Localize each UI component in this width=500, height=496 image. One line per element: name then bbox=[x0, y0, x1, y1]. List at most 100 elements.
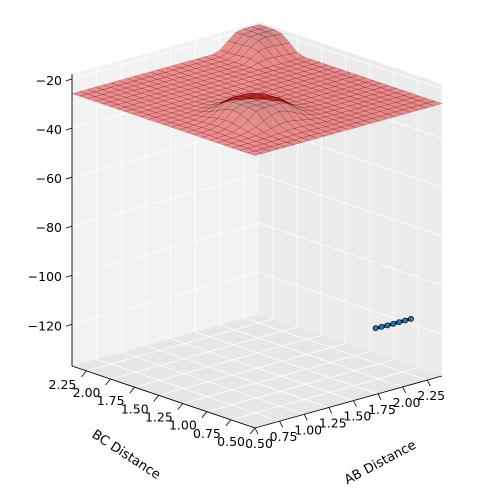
surface-patch bbox=[263, 93, 282, 99]
surface-patch bbox=[225, 98, 242, 102]
y-tick-label: 2.00 bbox=[73, 385, 101, 400]
surface-patch bbox=[248, 93, 266, 99]
surface-patch bbox=[249, 79, 267, 85]
surface-patch bbox=[247, 126, 265, 136]
surface-patch bbox=[417, 102, 436, 109]
surface-patch bbox=[225, 95, 242, 102]
surface-patch bbox=[209, 108, 226, 119]
surface-patch bbox=[318, 69, 336, 75]
surface-patch bbox=[233, 78, 251, 85]
surface-patch bbox=[379, 109, 397, 115]
surface-patch bbox=[263, 105, 280, 116]
surface-patch bbox=[387, 87, 405, 94]
surface-patch bbox=[216, 135, 234, 141]
surface-patch bbox=[246, 145, 264, 152]
surface-patch bbox=[241, 81, 259, 87]
surface-patch bbox=[293, 137, 311, 143]
surface-patch bbox=[309, 104, 327, 110]
surface-patch bbox=[164, 74, 182, 80]
z-tick-mark bbox=[65, 78, 73, 82]
surface-patch bbox=[148, 83, 166, 90]
surface-patch bbox=[217, 88, 235, 94]
surface-patch bbox=[216, 119, 234, 130]
surface-patch bbox=[303, 59, 321, 65]
grid-z bbox=[71, 271, 443, 335]
surface-patch bbox=[250, 33, 267, 41]
surface-patch bbox=[287, 87, 305, 93]
y-tick-mark bbox=[105, 378, 111, 386]
surface-patch bbox=[163, 103, 181, 109]
surface-patch bbox=[254, 143, 272, 149]
surface-patch bbox=[317, 97, 335, 104]
x-tick-label: 0.50 bbox=[245, 436, 273, 451]
surface-patch bbox=[201, 110, 219, 118]
surface-patch bbox=[256, 95, 273, 100]
surface-patch bbox=[140, 100, 158, 106]
surface-patch bbox=[249, 97, 265, 100]
surface-patch bbox=[94, 94, 112, 100]
surface-patch bbox=[287, 103, 303, 115]
surface-patch bbox=[294, 90, 313, 96]
surface-patch bbox=[287, 73, 305, 79]
surface-patch bbox=[248, 92, 265, 96]
surface-patch bbox=[309, 118, 327, 124]
surface-patch bbox=[287, 101, 304, 106]
surface-patch bbox=[280, 70, 298, 76]
surface-patch bbox=[279, 98, 296, 109]
surface-patch bbox=[162, 117, 180, 123]
surface-patch bbox=[250, 40, 267, 52]
surface-patch bbox=[340, 100, 358, 107]
surface-patch bbox=[425, 100, 443, 107]
surface-patch bbox=[195, 70, 213, 77]
surface-patch bbox=[311, 66, 329, 73]
surface-patch bbox=[272, 82, 290, 88]
surface-patch bbox=[387, 97, 405, 103]
surface-patch bbox=[334, 69, 352, 76]
surface-patch bbox=[255, 132, 272, 140]
surface-patch bbox=[155, 95, 173, 102]
surface-patch bbox=[148, 93, 166, 99]
surface-patch bbox=[125, 76, 143, 82]
surface-patch bbox=[308, 133, 326, 139]
surface-patch bbox=[246, 141, 264, 147]
surface-patch bbox=[264, 96, 281, 102]
surface-patch bbox=[210, 75, 228, 82]
surface-patch bbox=[218, 69, 236, 75]
surface-patch bbox=[303, 68, 321, 75]
surface-patch bbox=[341, 81, 359, 88]
surface-patch bbox=[270, 139, 288, 145]
surface-patch bbox=[179, 70, 198, 76]
surface-patch bbox=[226, 95, 242, 100]
surface-patch bbox=[309, 109, 327, 115]
x-tick-mark bbox=[303, 414, 308, 421]
y-tick-mark bbox=[225, 419, 232, 427]
surface-patch bbox=[241, 86, 259, 92]
surface-patch bbox=[216, 140, 234, 146]
surface-patch bbox=[302, 87, 320, 94]
x-tick-mark bbox=[353, 400, 357, 407]
surface-patch bbox=[271, 96, 288, 104]
surface-patch bbox=[372, 87, 390, 93]
surface-patch bbox=[301, 130, 319, 136]
surface-patch bbox=[247, 104, 265, 112]
surface-patch bbox=[311, 71, 329, 77]
surface-patch bbox=[287, 68, 306, 74]
surface-patch bbox=[234, 44, 252, 57]
z-tick-mark bbox=[65, 225, 73, 229]
surface-patch bbox=[217, 101, 234, 111]
surface-patch bbox=[418, 98, 436, 104]
surface-patch bbox=[264, 65, 283, 71]
surface-patch bbox=[178, 117, 196, 123]
surface-patch bbox=[379, 94, 397, 101]
surface-patch bbox=[224, 109, 241, 124]
surface-patch bbox=[287, 78, 305, 84]
surface-patch bbox=[326, 71, 344, 78]
surface-patch bbox=[163, 107, 181, 114]
surface-patch bbox=[371, 96, 389, 103]
surface-patch bbox=[279, 89, 297, 95]
surface-patch bbox=[132, 88, 151, 94]
surface-patch bbox=[326, 81, 344, 87]
surface-patch bbox=[363, 118, 381, 124]
y-tick-label: 1.25 bbox=[145, 410, 173, 425]
surface-patch bbox=[271, 91, 289, 97]
